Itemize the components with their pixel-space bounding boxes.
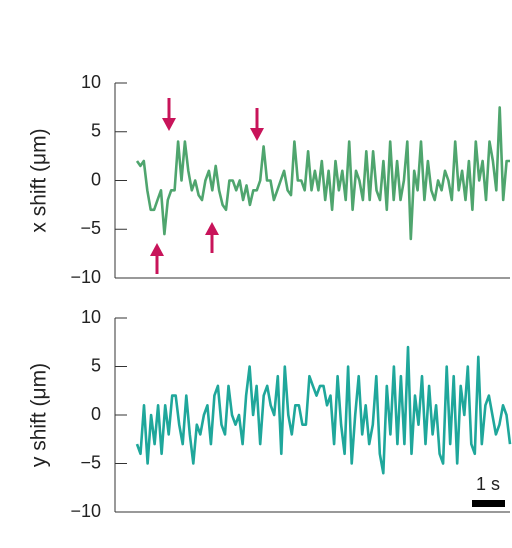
y-axis-label: y shift (μm): [28, 363, 51, 467]
arrow-head: [150, 243, 164, 256]
y-tick-label: 0: [91, 404, 101, 424]
scale-bar-label: 1 s: [476, 474, 500, 494]
y-tick-label: −10: [70, 501, 101, 521]
y-tick-label: −5: [80, 452, 101, 472]
y-tick-label: 5: [91, 355, 101, 375]
data-line: [135, 345, 512, 475]
y-tick-label: 5: [91, 121, 101, 141]
scale-bar: [472, 500, 505, 507]
y-tick-label: 10: [81, 72, 101, 92]
arrow-markers: [150, 98, 264, 274]
y-tick-label: 0: [91, 169, 101, 189]
arrow-head: [205, 222, 219, 235]
y-tick-label: 10: [81, 307, 101, 327]
arrow-head: [250, 128, 264, 141]
y-axis-label: x shift (μm): [28, 128, 51, 232]
y-tick-label: −5: [80, 218, 101, 238]
y-tick-label: −10: [70, 267, 101, 287]
arrow-head: [162, 118, 176, 131]
data-line: [135, 106, 510, 241]
